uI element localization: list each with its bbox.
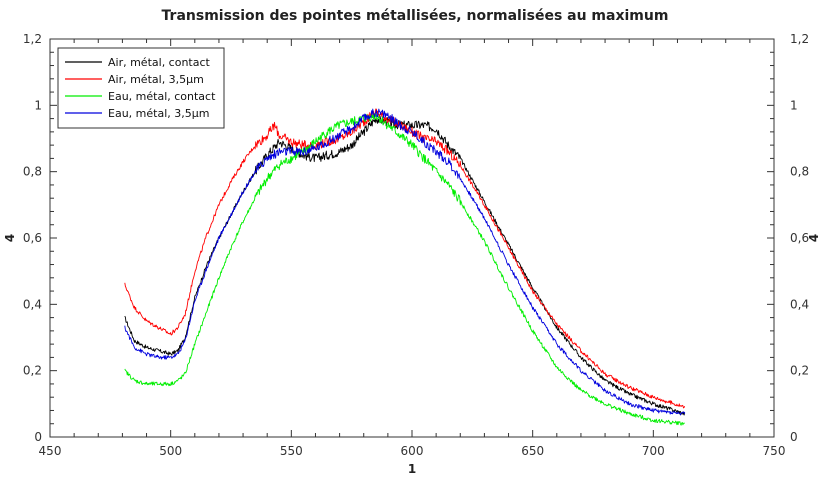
- x-tick-label: 750: [763, 444, 786, 458]
- x-tick-label: 650: [521, 444, 544, 458]
- y-tick-label-right: 0,2: [790, 364, 809, 378]
- y-tick-label-right: 1,2: [790, 32, 809, 46]
- y-tick-label-right: 0: [790, 430, 798, 444]
- y-tick-label-right: 1: [790, 98, 798, 112]
- plot-frame: [49, 38, 775, 438]
- y-axis-label: 4: [3, 234, 17, 242]
- y-tick-label-left: 1,2: [23, 32, 42, 46]
- legend-label: Air, métal, 3,5µm: [108, 73, 204, 86]
- x-tick-label: 700: [642, 444, 665, 458]
- x-tick-label: 450: [39, 444, 62, 458]
- y-tick-label-left: 1: [34, 98, 42, 112]
- y-tick-label-left: 0,4: [23, 297, 42, 311]
- chart-title: Transmission des pointes métallisées, no…: [162, 8, 669, 24]
- legend-box: [57, 47, 225, 129]
- y-axis-label-right: 4: [807, 234, 821, 242]
- x-tick-label: 500: [159, 444, 182, 458]
- y-tick-label-left: 0: [34, 430, 42, 444]
- legend-label: Air, métal, contact: [108, 56, 211, 69]
- y-tick-label-left: 0,6: [23, 231, 42, 245]
- x-tick-label: 550: [280, 444, 303, 458]
- legend-label: Eau, métal, contact: [108, 90, 216, 103]
- y-tick-label-right: 0,4: [790, 297, 809, 311]
- series-line-4: [124, 108, 686, 416]
- series-line-3: [124, 112, 685, 426]
- legend-label: Eau, métal, 3,5µm: [108, 107, 209, 120]
- series-line-2: [124, 108, 686, 409]
- y-tick-label-left: 0,2: [23, 364, 42, 378]
- series-layer: [124, 108, 686, 426]
- y-tick-label-right: 0,8: [790, 165, 809, 179]
- axis-tick-labels: 450 500 550 600 650 700 750 0 0 0,2 0,2 0,4 0,4 0,6 0,…: [23, 32, 809, 458]
- y-tick-label-left: 0,8: [23, 165, 42, 179]
- x-tick-label: 600: [401, 444, 424, 458]
- x-axis-label: 1: [408, 462, 416, 476]
- legend: Air, métal, contact Air, métal, 3,5µm Eau,…: [57, 47, 225, 129]
- y-tick-label-right: 0,6: [790, 231, 809, 245]
